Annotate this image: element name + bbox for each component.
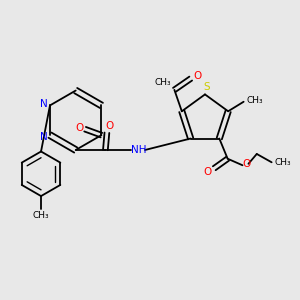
Text: CH₃: CH₃ [247,96,263,105]
Text: O: O [204,167,212,177]
Text: O: O [193,71,201,81]
Text: N: N [40,99,47,109]
Text: NH: NH [131,145,147,155]
Text: CH₃: CH₃ [33,211,50,220]
Text: O: O [75,123,83,133]
Text: CH₃: CH₃ [154,78,171,87]
Text: S: S [203,82,210,92]
Text: O: O [105,121,113,131]
Text: N: N [40,132,47,142]
Text: CH₃: CH₃ [274,158,291,167]
Text: O: O [242,159,250,169]
